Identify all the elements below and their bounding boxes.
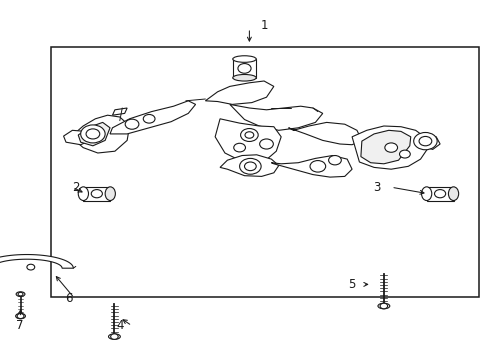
Polygon shape [288,122,361,145]
Circle shape [328,156,341,165]
Polygon shape [110,101,195,134]
Circle shape [17,314,24,319]
Text: 4: 4 [116,319,123,332]
Ellipse shape [108,334,120,339]
Circle shape [233,143,245,152]
Circle shape [244,162,256,171]
Polygon shape [71,115,129,153]
Polygon shape [83,187,110,201]
Polygon shape [351,126,427,169]
Polygon shape [63,130,90,145]
Circle shape [244,132,253,138]
Circle shape [240,129,258,141]
Text: 1: 1 [260,19,267,32]
Circle shape [110,334,118,339]
Ellipse shape [377,303,389,309]
Polygon shape [78,122,110,146]
Polygon shape [220,155,278,176]
Polygon shape [215,119,281,164]
Circle shape [399,150,409,158]
Ellipse shape [78,187,88,201]
Text: 5: 5 [347,278,355,291]
Bar [51,47,478,297]
Ellipse shape [232,75,256,81]
Text: 2: 2 [72,181,80,194]
Polygon shape [232,59,256,78]
Circle shape [18,292,23,296]
Circle shape [81,125,105,143]
Ellipse shape [421,187,431,201]
Circle shape [259,139,273,149]
Circle shape [86,129,100,139]
Circle shape [384,143,397,152]
Text: 6: 6 [64,292,72,305]
Polygon shape [112,108,127,115]
Polygon shape [229,104,322,130]
Circle shape [379,303,387,309]
Text: 3: 3 [372,181,380,194]
Ellipse shape [16,313,25,319]
Circle shape [91,190,102,198]
Circle shape [143,114,155,123]
Circle shape [238,64,250,73]
Polygon shape [417,134,439,149]
Circle shape [309,161,325,172]
Text: 7: 7 [16,319,23,332]
Ellipse shape [447,187,458,201]
Polygon shape [0,255,73,268]
Circle shape [434,190,445,198]
Circle shape [413,132,436,150]
Polygon shape [205,81,273,104]
Ellipse shape [105,187,115,201]
Ellipse shape [16,292,25,297]
Polygon shape [271,156,351,177]
Polygon shape [426,187,453,201]
Circle shape [125,119,139,129]
Circle shape [239,158,261,174]
Ellipse shape [232,56,256,62]
Circle shape [27,264,35,270]
Polygon shape [360,130,410,164]
Circle shape [418,136,431,146]
